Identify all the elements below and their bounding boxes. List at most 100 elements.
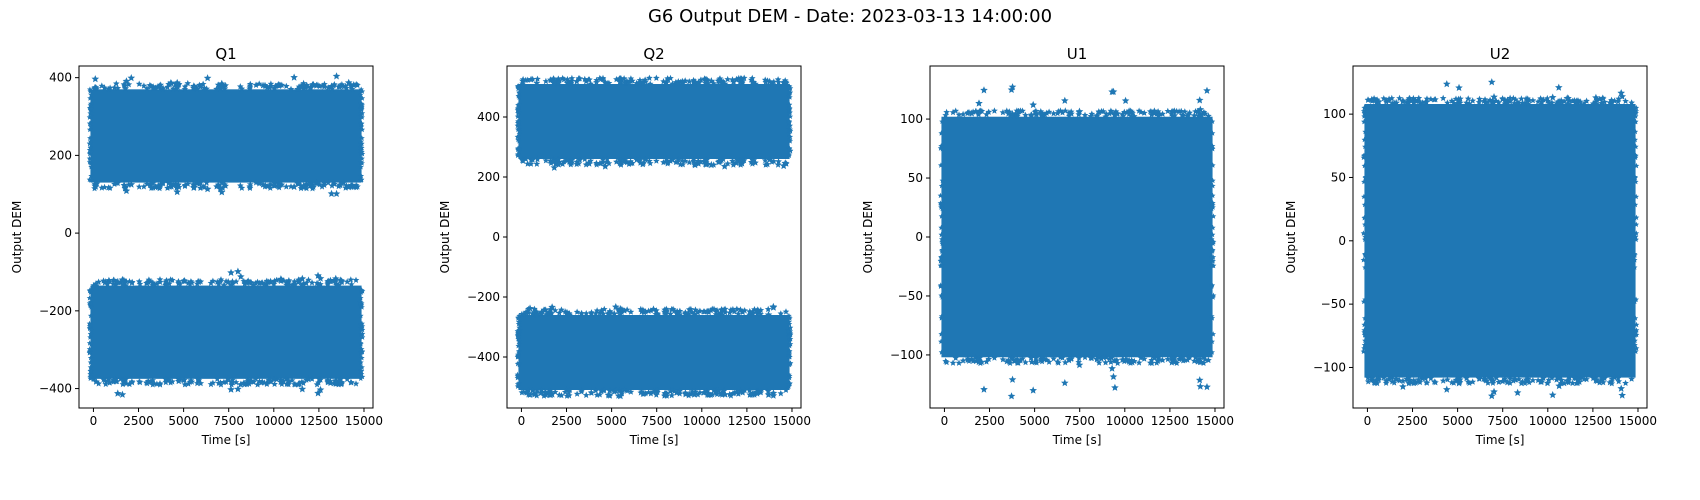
scatter-point — [777, 390, 785, 397]
scatter-point — [938, 262, 945, 269]
scatter-point — [662, 79, 669, 86]
scatter-point — [1504, 378, 1511, 386]
scatter-point — [938, 292, 945, 298]
scatter-point — [1633, 108, 1639, 114]
scatter-point — [529, 156, 536, 163]
scatter-point — [338, 81, 346, 88]
scatter-point — [359, 373, 366, 380]
scatter-point — [514, 133, 521, 140]
scatter-point — [621, 386, 628, 393]
scatter-point — [1484, 379, 1492, 386]
x-axis-label: Time [s] — [629, 433, 679, 447]
scatter-point — [252, 375, 260, 382]
scatter-point — [359, 155, 365, 161]
scatter-point — [735, 310, 742, 317]
scatter-point — [627, 388, 635, 395]
scatter-point — [529, 386, 536, 394]
scatter-point — [93, 85, 101, 92]
scatter-point — [359, 327, 366, 333]
scatter-point — [524, 160, 531, 167]
scatter-point — [764, 305, 772, 313]
scatter-point — [938, 254, 944, 260]
scatter-point — [737, 161, 745, 168]
scatter-point — [616, 311, 624, 318]
scatter-point — [1455, 83, 1463, 91]
scatter-point — [1364, 96, 1372, 103]
scatter-point — [1362, 214, 1368, 220]
scatter-point — [1121, 96, 1130, 104]
scatter-point — [290, 182, 298, 191]
scatter-point — [687, 305, 695, 313]
scatter-point — [516, 109, 523, 115]
scatter-point — [516, 338, 522, 344]
scatter-point — [726, 309, 733, 316]
scatter-point — [520, 388, 527, 395]
scatter-point — [87, 102, 94, 108]
scatter-point — [1476, 95, 1483, 102]
x-tick-label: 12500 — [728, 414, 766, 428]
scatter-point — [606, 387, 614, 394]
scatter-point — [542, 77, 550, 85]
scatter-point — [707, 307, 715, 314]
scatter-point — [938, 338, 944, 345]
scatter-point — [1513, 388, 1522, 396]
scatter-point — [1075, 361, 1084, 369]
scatter-point — [516, 148, 523, 154]
scatter-point — [1482, 377, 1490, 384]
scatter-point — [679, 80, 687, 87]
scatter-point — [955, 359, 963, 366]
scatter-point — [937, 192, 944, 199]
scatter-point — [705, 308, 713, 316]
scatter-point — [1361, 162, 1368, 169]
scatter-point — [518, 389, 526, 396]
scatter-point — [955, 111, 963, 118]
scatter-point — [937, 145, 944, 151]
scatter-point — [312, 81, 321, 89]
scatter-point — [1045, 358, 1053, 365]
scatter-point — [974, 109, 982, 116]
scatter-point — [775, 78, 782, 86]
scatter-point — [1455, 379, 1463, 387]
scatter-point — [598, 307, 605, 314]
scatter-point — [522, 155, 530, 162]
scatter-point — [1558, 376, 1565, 383]
scatter-point — [188, 279, 196, 286]
scatter-point — [664, 158, 672, 166]
scatter-point — [358, 113, 364, 119]
scatter-point — [1037, 356, 1045, 364]
x-tick-label: 10000 — [683, 414, 721, 428]
scatter-point — [255, 180, 263, 187]
scatter-point — [214, 375, 221, 382]
x-tick-label: 12500 — [300, 414, 338, 428]
scatter-point — [229, 379, 236, 386]
axes-frame — [78, 65, 374, 409]
scatter-point — [203, 185, 212, 193]
scatter-point — [324, 179, 332, 186]
scatter-point — [197, 379, 205, 387]
scatter-band — [90, 89, 362, 183]
scatter-point — [318, 183, 326, 190]
scatter-point — [1493, 97, 1500, 104]
scatter-point — [703, 387, 711, 395]
scatter-point — [1444, 376, 1451, 383]
scatter-point — [1195, 96, 1204, 104]
scatter-point — [707, 160, 716, 169]
scatter-point — [189, 181, 197, 188]
scatter-point — [1361, 345, 1367, 351]
scatter-point — [87, 135, 93, 141]
scatter-point — [1555, 97, 1563, 105]
scatter-point — [786, 136, 793, 143]
scatter-point — [222, 182, 229, 189]
scatter-point — [724, 75, 731, 83]
scatter-point — [694, 79, 703, 87]
scatter-point — [1606, 379, 1614, 386]
scatter-point — [515, 119, 522, 125]
scatter-point — [714, 77, 723, 85]
y-tick-label: 200 — [477, 170, 500, 184]
scatter-point — [939, 238, 945, 245]
scatter-point — [769, 303, 778, 311]
scatter-point — [687, 390, 695, 397]
scatter-point — [227, 385, 235, 393]
scatter-point — [1100, 353, 1107, 361]
scatter-point — [1632, 337, 1638, 344]
